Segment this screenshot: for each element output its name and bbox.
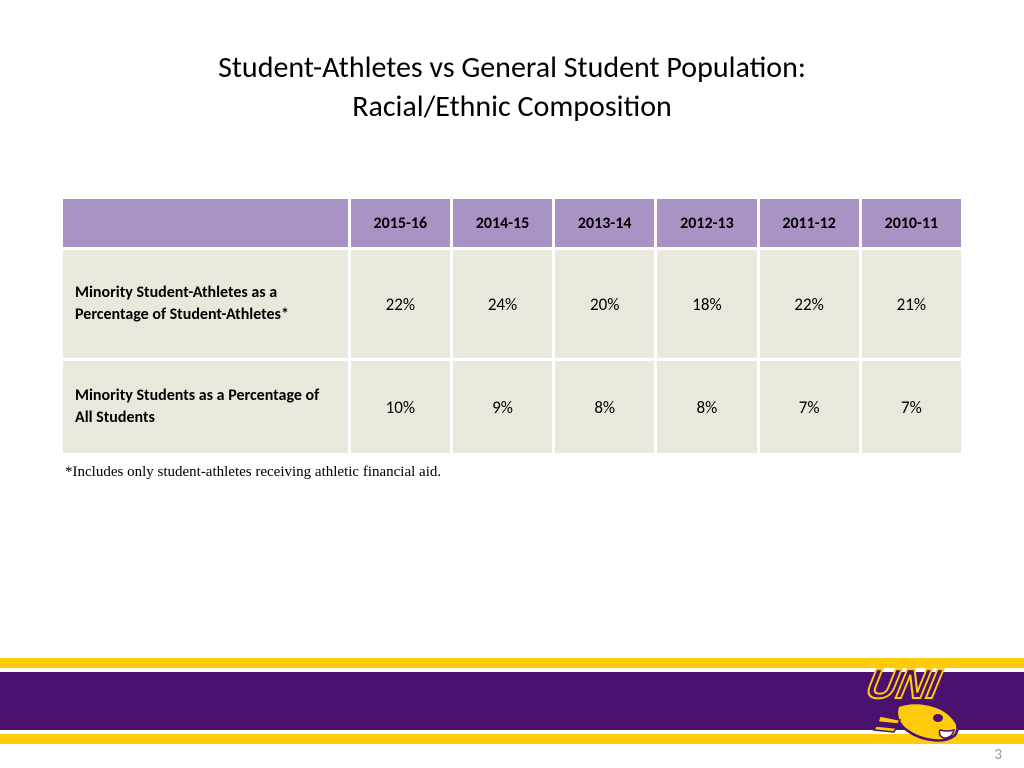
col-header: 2013-14 (555, 199, 654, 247)
data-cell: 10% (351, 361, 450, 453)
data-cell: 20% (555, 250, 654, 358)
page-number: 3 (994, 746, 1002, 764)
data-cell: 22% (760, 250, 859, 358)
col-header: 2012-13 (657, 199, 756, 247)
data-cell: 7% (760, 361, 859, 453)
header-blank (63, 199, 348, 247)
col-header: 2015-16 (351, 199, 450, 247)
svg-text:UNI: UNI (863, 660, 946, 706)
data-cell: 22% (351, 250, 450, 358)
table-header-row: 2015-16 2014-15 2013-14 2012-13 2011-12 … (63, 199, 961, 247)
data-table: 2015-16 2014-15 2013-14 2012-13 2011-12 … (60, 196, 964, 456)
footnote: *Includes only student-athletes receivin… (65, 464, 964, 481)
slide-footer: 3 UNI (0, 658, 1024, 768)
row-label: Minority Student-Athletes as a Percentag… (63, 250, 348, 358)
col-header: 2014-15 (453, 199, 552, 247)
col-header: 2010-11 (862, 199, 961, 247)
row-label: Minority Students as a Percentage of All… (63, 361, 348, 453)
data-cell: 8% (555, 361, 654, 453)
data-cell: 9% (453, 361, 552, 453)
data-cell: 18% (657, 250, 756, 358)
uni-logo-icon: UNI (840, 644, 990, 752)
slide-title: Student-Athletes vs General Student Popu… (0, 0, 1024, 126)
title-line-2: Racial/Ethnic Composition (352, 88, 672, 125)
data-cell: 21% (862, 250, 961, 358)
col-header: 2011-12 (760, 199, 859, 247)
data-table-container: 2015-16 2014-15 2013-14 2012-13 2011-12 … (60, 196, 964, 456)
data-cell: 8% (657, 361, 756, 453)
table-row: Minority Student-Athletes as a Percentag… (63, 250, 961, 358)
data-cell: 7% (862, 361, 961, 453)
data-cell: 24% (453, 250, 552, 358)
title-line-1: Student-Athletes vs General Student Popu… (218, 49, 806, 86)
table-row: Minority Students as a Percentage of All… (63, 361, 961, 453)
